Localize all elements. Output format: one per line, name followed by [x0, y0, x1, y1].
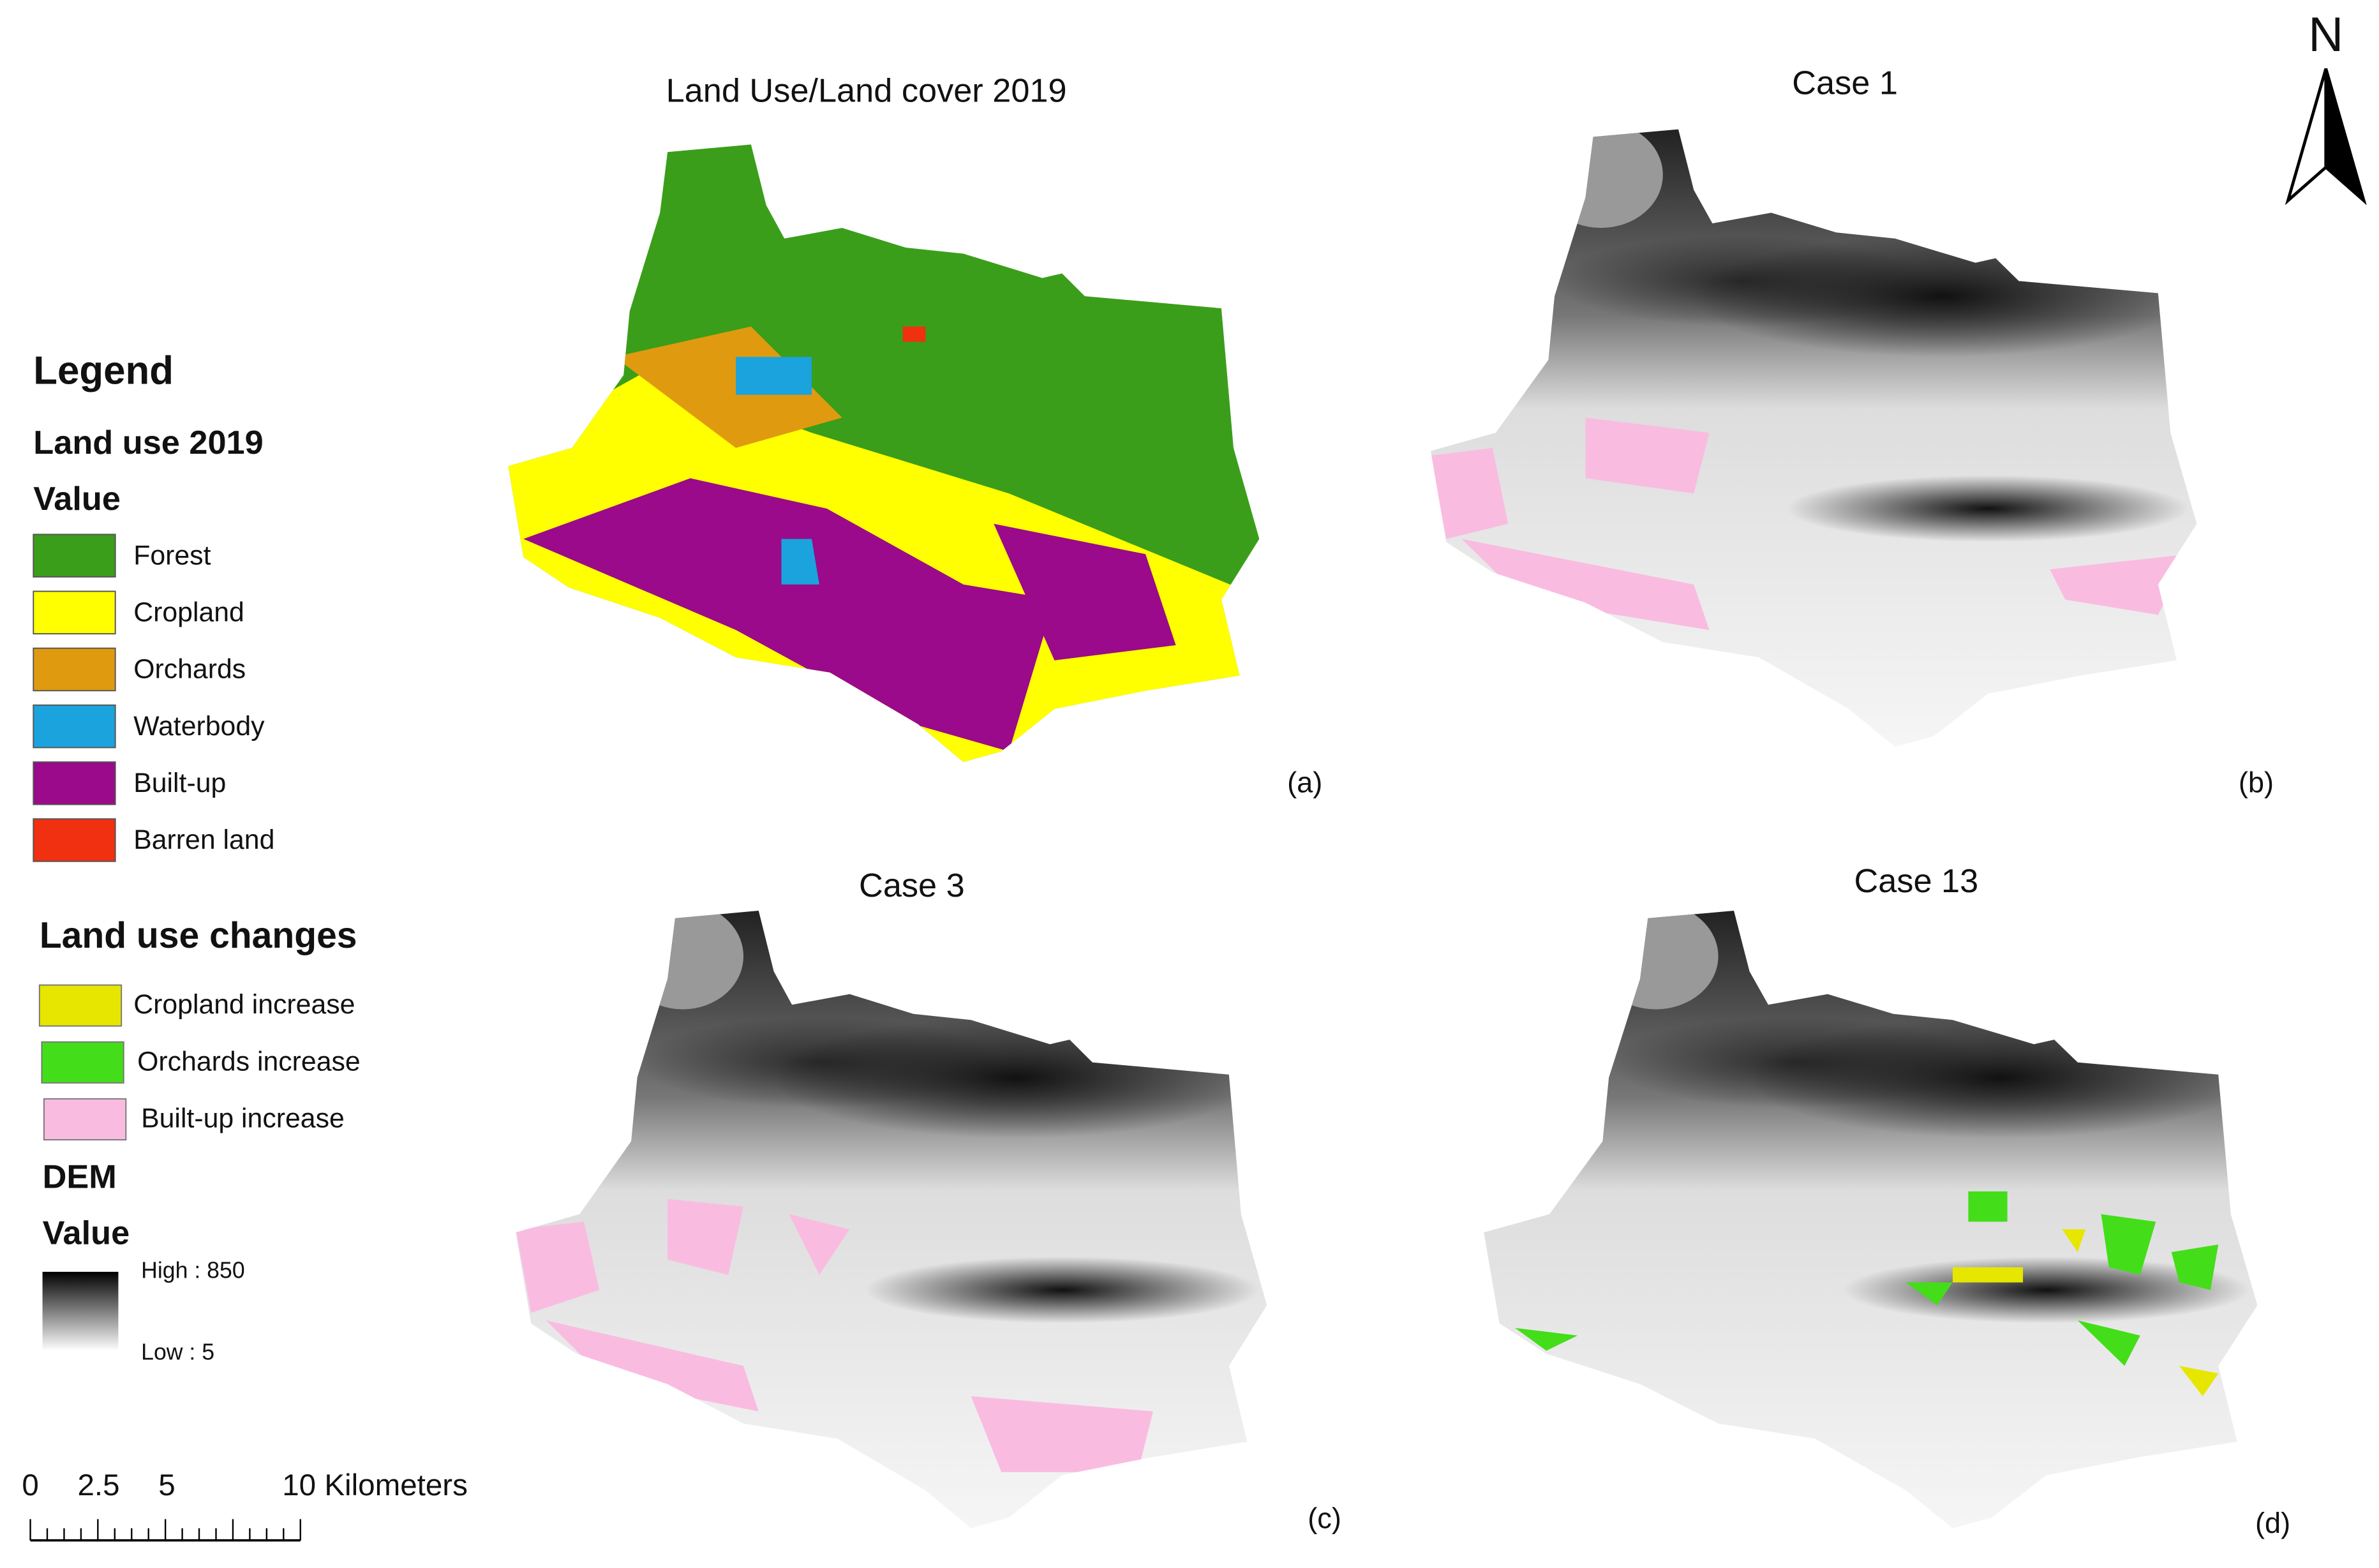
legend-title: Legend	[33, 349, 174, 393]
legend-swatch	[43, 1098, 127, 1140]
legend-label: Built-up	[133, 768, 226, 798]
panel-title: Land Use/Land cover 2019	[666, 72, 1067, 109]
dem-high: High : 850	[141, 1257, 245, 1283]
legend-label: Waterbody	[133, 711, 265, 742]
panel-label: (a)	[1287, 766, 1322, 799]
dem-map	[1484, 911, 2258, 1528]
legend: Legend Land use 2019 Value Land use chan…	[33, 349, 361, 1365]
legend-heading: Land use changes	[40, 915, 357, 956]
panel-label: (d)	[2255, 1507, 2290, 1539]
legend-swatch	[33, 761, 116, 805]
legend-swatch	[41, 1041, 124, 1084]
legend-swatch	[33, 647, 116, 692]
dem-ramp	[42, 1271, 119, 1351]
legend-label: Orchards increase	[137, 1046, 361, 1077]
legend-label: Barren land	[133, 825, 274, 855]
legend-heading: DEM	[43, 1159, 117, 1196]
legend-heading: Land use 2019	[33, 424, 263, 461]
legend-label: Cropland	[133, 597, 244, 628]
panel-label: (c)	[1308, 1502, 1341, 1535]
panel-label: (b)	[2239, 766, 2274, 799]
north-label: N	[2308, 8, 2343, 62]
north-arrow	[2285, 68, 2367, 205]
legend-swatch	[33, 818, 116, 862]
land-use-map	[508, 144, 1260, 763]
scale-label: 10 Kilometers	[282, 1468, 468, 1502]
legend-label: Cropland increase	[133, 989, 355, 1020]
panel-title: Case 13	[1854, 863, 1978, 900]
legend-swatch	[38, 984, 123, 1027]
scale-label: 5	[158, 1468, 175, 1502]
dem-map	[516, 911, 1267, 1528]
scale-label: 0	[22, 1468, 38, 1502]
legend-swatch	[33, 704, 116, 749]
legend-label: Orchards	[133, 654, 246, 685]
legend-swatch	[33, 590, 116, 635]
scale-bar: 0 2.5 5 10 Kilometers	[22, 1468, 468, 1542]
legend-label: Built-up increase	[141, 1103, 345, 1133]
panel-title: Case 3	[859, 867, 965, 904]
legend-label: Forest	[133, 540, 211, 571]
panel-title: Case 1	[1792, 64, 1898, 101]
dem-map	[1431, 129, 2197, 747]
legend-subheading: Value	[33, 481, 121, 518]
legend-swatch	[33, 534, 116, 578]
scale-label: 2.5	[77, 1468, 119, 1502]
dem-low: Low : 5	[141, 1340, 214, 1365]
legend-subheading: Value	[43, 1215, 130, 1252]
